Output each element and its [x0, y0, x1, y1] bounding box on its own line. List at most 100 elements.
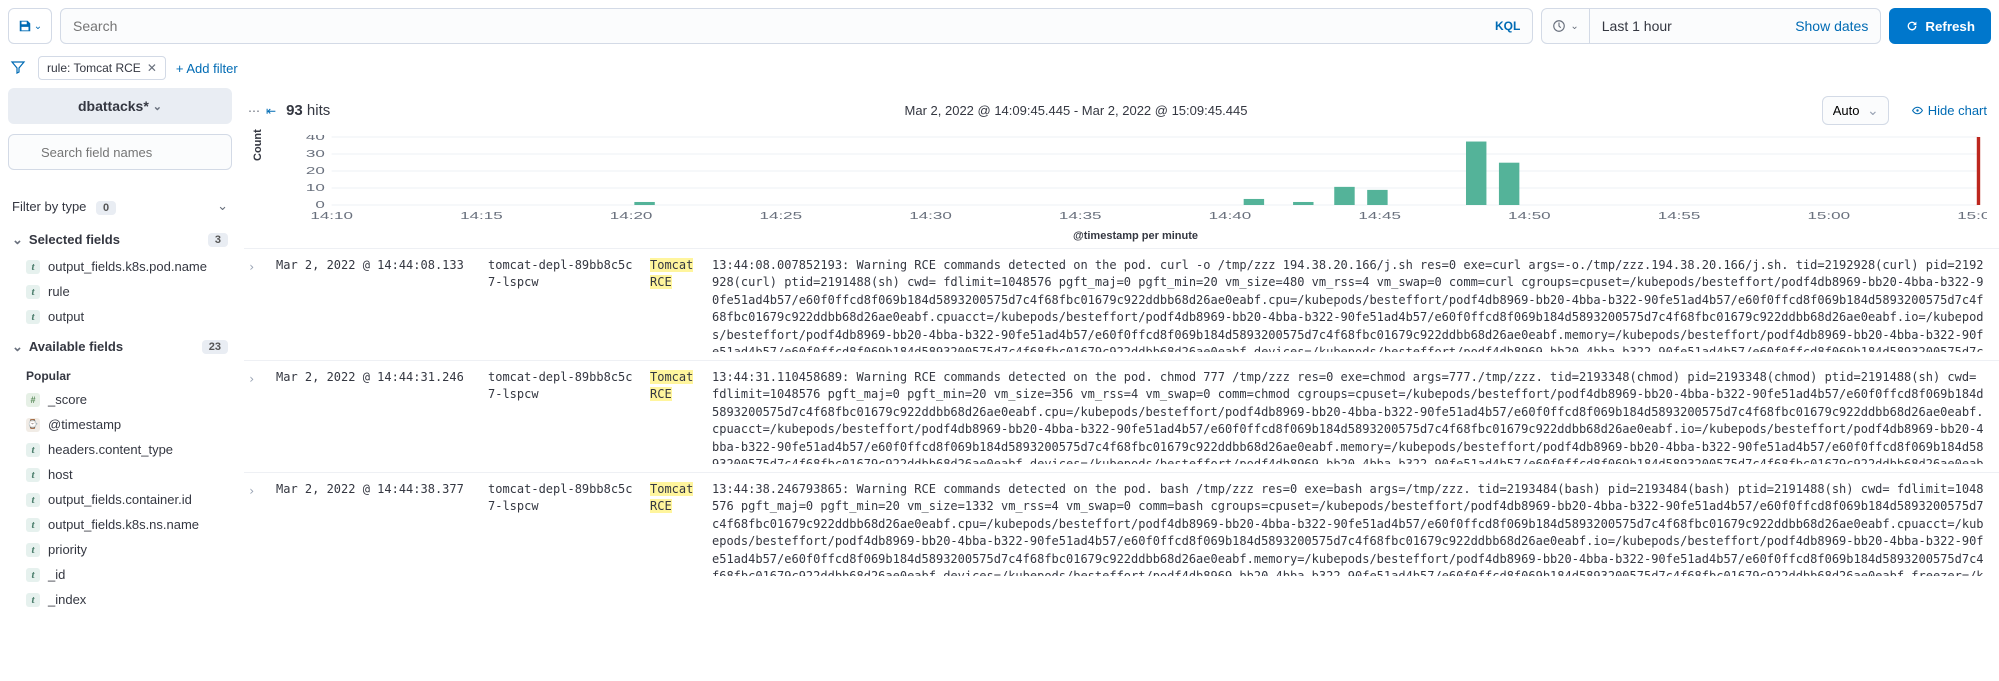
date-range-text: Mar 2, 2022 @ 14:09:45.445 - Mar 2, 2022…: [340, 103, 1811, 118]
available-count-badge: 23: [202, 340, 228, 354]
svg-text:14:10: 14:10: [310, 210, 353, 221]
query-bar: ⌄ KQL ⌄ Last 1 hour Show dates Refresh: [0, 0, 1999, 52]
disk-icon: [18, 19, 32, 33]
field-item[interactable]: t headers.content_type: [8, 437, 232, 462]
field-type-icon: t: [26, 443, 40, 457]
row-rule: Tomcat RCE: [650, 369, 700, 464]
show-dates-button[interactable]: Show dates: [1783, 18, 1880, 34]
row-pod-name: tomcat-depl-89bb8c5c7-lspcw: [488, 257, 638, 352]
field-item[interactable]: t output: [8, 304, 232, 329]
histogram-chart[interactable]: 40302010014:1014:1514:2014:2514:3014:351…: [284, 135, 1987, 225]
expand-icon[interactable]: ›: [248, 369, 264, 464]
funnel-icon: [10, 59, 26, 75]
svg-text:10: 10: [306, 182, 325, 193]
search-box: KQL: [60, 8, 1533, 44]
field-item[interactable]: ⌚ @timestamp: [8, 412, 232, 437]
svg-text:20: 20: [306, 165, 325, 176]
x-axis-label: @timestamp per minute: [284, 228, 1987, 248]
filter-menu-icon[interactable]: [8, 59, 28, 78]
row-rule: Tomcat RCE: [650, 481, 700, 576]
field-type-icon: t: [26, 543, 40, 557]
hide-chart-label: Hide chart: [1928, 103, 1987, 118]
row-timestamp: Mar 2, 2022 @ 14:44:31.246: [276, 369, 476, 464]
interval-select[interactable]: Auto: [1822, 96, 1889, 125]
close-icon[interactable]: ✕: [147, 61, 157, 75]
field-name: _id: [48, 567, 65, 582]
svg-text:40: 40: [306, 135, 325, 142]
row-output: 13:44:08.007852193: Warning RCE commands…: [712, 257, 1987, 352]
svg-text:14:20: 14:20: [610, 210, 653, 221]
filter-count-badge: 0: [96, 201, 116, 215]
add-filter-button[interactable]: + Add filter: [176, 61, 238, 76]
refresh-label: Refresh: [1925, 19, 1975, 34]
field-type-icon: t: [26, 568, 40, 582]
chevron-down-icon: ⌄: [217, 198, 228, 214]
refresh-button[interactable]: Refresh: [1889, 8, 1991, 44]
field-search-input[interactable]: [8, 134, 232, 170]
filter-pill-label: rule: Tomcat RCE: [47, 61, 141, 75]
filter-pill[interactable]: rule: Tomcat RCE ✕: [38, 56, 166, 80]
field-item[interactable]: t host: [8, 462, 232, 487]
hide-chart-button[interactable]: Hide chart: [1911, 103, 1987, 118]
histogram: Count 40302010014:1014:1514:2014:2514:30…: [244, 131, 1999, 248]
table-row[interactable]: › Mar 2, 2022 @ 14:44:38.377 tomcat-depl…: [244, 472, 1999, 584]
date-quick-button[interactable]: ⌄: [1542, 9, 1589, 43]
field-name: @timestamp: [48, 417, 121, 432]
field-name: output_fields.container.id: [48, 492, 192, 507]
search-input[interactable]: [61, 18, 1483, 34]
field-item[interactable]: # _score: [8, 387, 232, 412]
filter-bar: rule: Tomcat RCE ✕ + Add filter: [0, 52, 1999, 88]
hit-count: 93 hits: [286, 102, 330, 119]
expand-icon[interactable]: ›: [248, 481, 264, 576]
field-item[interactable]: t _index: [8, 587, 232, 612]
field-name: priority: [48, 542, 87, 557]
field-name: output_fields.k8s.ns.name: [48, 517, 199, 532]
field-item[interactable]: t output_fields.k8s.pod.name: [8, 254, 232, 279]
table-row[interactable]: › Mar 2, 2022 @ 14:44:31.246 tomcat-depl…: [244, 360, 1999, 472]
y-axis-label: Count: [252, 129, 264, 161]
eye-off-icon: [1911, 104, 1924, 117]
row-timestamp: Mar 2, 2022 @ 14:44:08.133: [276, 257, 476, 352]
field-item[interactable]: t _id: [8, 562, 232, 587]
selected-count-badge: 3: [208, 233, 228, 247]
expand-icon[interactable]: ›: [248, 257, 264, 352]
field-type-icon: t: [26, 493, 40, 507]
field-item[interactable]: t output_fields.container.id: [8, 487, 232, 512]
available-fields-label: Available fields: [29, 339, 123, 354]
collapse-icon[interactable]: ⇤: [266, 104, 276, 118]
table-row[interactable]: › Mar 2, 2022 @ 14:44:08.133 tomcat-depl…: [244, 248, 1999, 360]
field-item[interactable]: t output_fields.k8s.ns.name: [8, 512, 232, 537]
svg-text:15:05: 15:05: [1957, 210, 1987, 221]
row-pod-name: tomcat-depl-89bb8c5c7-lspcw: [488, 481, 638, 576]
index-pattern-selector[interactable]: dbattacks* ⌄: [8, 88, 232, 124]
date-range-label[interactable]: Last 1 hour: [1590, 18, 1783, 34]
field-type-icon: ⌚: [26, 418, 40, 432]
svg-text:14:35: 14:35: [1059, 210, 1102, 221]
field-name: rule: [48, 284, 70, 299]
options-icon[interactable]: ⋯: [248, 104, 260, 118]
field-item[interactable]: t rule: [8, 279, 232, 304]
sidebar: dbattacks* ⌄ Filter by type 0 ⌄ ⌄Selecte…: [0, 88, 240, 673]
field-name: output_fields.k8s.pod.name: [48, 259, 207, 274]
field-type-icon: t: [26, 310, 40, 324]
kql-toggle[interactable]: KQL: [1483, 19, 1532, 33]
results-panel: ⋯ ⇤ 93 hits Mar 2, 2022 @ 14:09:45.445 -…: [240, 88, 1999, 673]
selected-fields-label: Selected fields: [29, 232, 120, 247]
available-fields-header[interactable]: ⌄Available fields 23: [8, 329, 232, 361]
filter-by-type-label: Filter by type: [12, 199, 86, 214]
row-rule: Tomcat RCE: [650, 257, 700, 352]
saved-query-button[interactable]: ⌄: [8, 8, 52, 44]
filter-by-type[interactable]: Filter by type 0 ⌄: [8, 190, 232, 222]
refresh-icon: [1905, 19, 1919, 33]
svg-text:15:00: 15:00: [1807, 210, 1850, 221]
field-name: output: [48, 309, 84, 324]
results-header: ⋯ ⇤ 93 hits Mar 2, 2022 @ 14:09:45.445 -…: [244, 88, 1999, 131]
field-item[interactable]: t priority: [8, 537, 232, 562]
chevron-down-icon: ⌄: [1570, 21, 1578, 32]
row-timestamp: Mar 2, 2022 @ 14:44:38.377: [276, 481, 476, 576]
svg-text:14:45: 14:45: [1358, 210, 1401, 221]
row-output: 13:44:31.110458689: Warning RCE commands…: [712, 369, 1987, 464]
svg-text:14:15: 14:15: [460, 210, 503, 221]
selected-fields-header[interactable]: ⌄Selected fields 3: [8, 222, 232, 254]
calendar-icon: [1552, 19, 1566, 33]
